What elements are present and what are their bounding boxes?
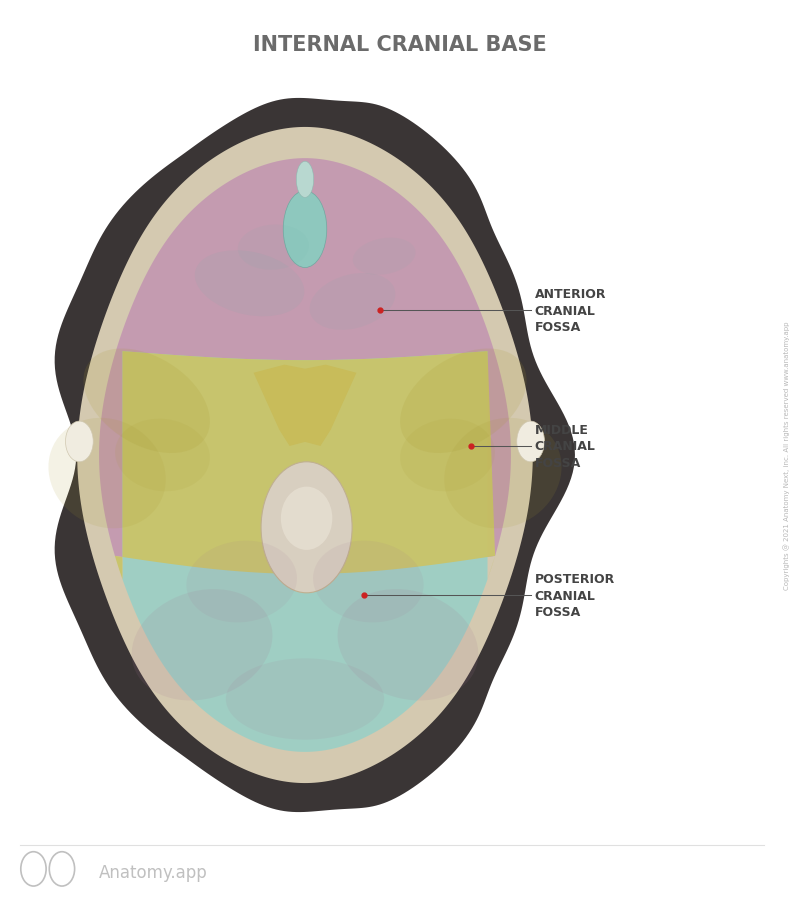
Ellipse shape — [66, 422, 94, 462]
Ellipse shape — [444, 418, 562, 528]
Text: Copyrights @ 2021 Anatomy Next, inc. All rights reserved www.anatomy.app: Copyrights @ 2021 Anatomy Next, inc. All… — [783, 322, 790, 589]
Polygon shape — [54, 98, 575, 813]
Polygon shape — [99, 159, 511, 574]
Ellipse shape — [296, 162, 314, 199]
Text: POSTERIOR
CRANIAL
FOSSA: POSTERIOR CRANIAL FOSSA — [534, 572, 615, 619]
Ellipse shape — [186, 541, 297, 623]
Ellipse shape — [49, 418, 166, 528]
Polygon shape — [115, 352, 495, 579]
Ellipse shape — [238, 225, 309, 271]
Ellipse shape — [281, 487, 332, 550]
Polygon shape — [254, 365, 357, 446]
Ellipse shape — [400, 419, 495, 492]
Text: MIDDLE
CRANIAL
FOSSA: MIDDLE CRANIAL FOSSA — [534, 424, 595, 469]
Text: Anatomy.app: Anatomy.app — [99, 864, 208, 882]
Ellipse shape — [517, 422, 545, 462]
Text: INTERNAL CRANIAL BASE: INTERNAL CRANIAL BASE — [253, 35, 547, 55]
Ellipse shape — [353, 239, 416, 275]
Ellipse shape — [115, 419, 210, 492]
Ellipse shape — [226, 659, 384, 740]
Ellipse shape — [283, 191, 326, 268]
Ellipse shape — [194, 251, 304, 317]
Ellipse shape — [83, 349, 210, 454]
Ellipse shape — [132, 589, 273, 701]
Polygon shape — [122, 352, 487, 752]
Ellipse shape — [310, 273, 395, 331]
Ellipse shape — [261, 462, 352, 593]
Polygon shape — [78, 128, 533, 783]
Ellipse shape — [313, 541, 424, 623]
Text: ANTERIOR
CRANIAL
FOSSA: ANTERIOR CRANIAL FOSSA — [534, 288, 606, 334]
Polygon shape — [94, 151, 516, 760]
Ellipse shape — [338, 589, 478, 701]
Ellipse shape — [400, 349, 526, 454]
